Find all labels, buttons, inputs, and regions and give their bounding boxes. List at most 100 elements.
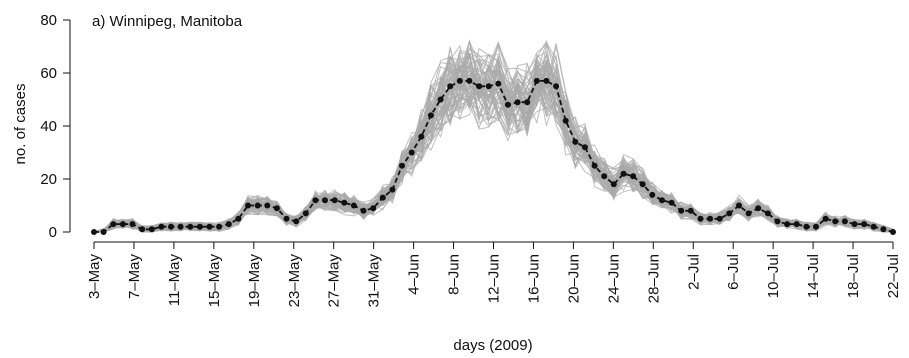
x-tick-label: 20–Jun <box>565 254 582 303</box>
observed-point <box>841 218 848 225</box>
observed-point <box>697 215 704 222</box>
observed-point <box>225 221 232 228</box>
observed-point <box>341 199 348 206</box>
observed-point <box>822 215 829 222</box>
x-tick-label: 22–Jul <box>885 254 902 298</box>
observed-point <box>716 215 723 222</box>
simulation-line <box>93 39 894 233</box>
observed-point <box>206 223 213 230</box>
observed-point <box>187 223 194 230</box>
simulation-line <box>94 78 894 233</box>
observed-point <box>591 162 598 169</box>
observed-point <box>745 210 752 217</box>
observed-point <box>399 162 405 169</box>
chart-title: a) Winnipeg, Manitoba <box>92 13 243 30</box>
observed-point <box>91 229 97 235</box>
observed-point <box>562 117 569 124</box>
observed-point <box>736 202 742 209</box>
x-tick-label: 27–May <box>326 254 343 308</box>
observed-point <box>543 77 550 84</box>
observed-point <box>764 210 771 217</box>
observed-point <box>620 170 627 177</box>
observed-point <box>861 221 868 228</box>
x-tick-label: 28–Jun <box>645 254 662 303</box>
observed-point <box>601 173 608 180</box>
observed-point <box>880 226 887 233</box>
x-tick-label: 3–May <box>86 254 103 300</box>
observed-point <box>245 202 251 209</box>
observed-point <box>196 223 203 230</box>
x-tick-label: 31–May <box>366 254 383 308</box>
observed-point <box>370 205 377 212</box>
observed-point <box>312 197 319 204</box>
observed-point <box>524 99 531 106</box>
y-tick-label: 80 <box>40 12 57 29</box>
observed-point <box>890 229 896 235</box>
observed-point <box>707 215 714 222</box>
observed-point <box>476 83 483 90</box>
observed-point <box>100 229 107 235</box>
observed-point <box>389 186 396 193</box>
simulation-line <box>94 91 894 233</box>
observed-point <box>418 133 425 140</box>
observed-point <box>360 207 367 214</box>
simulation-line <box>94 39 894 233</box>
observed-point <box>322 197 328 204</box>
x-tick-label: 19–May <box>246 254 263 308</box>
observed-point <box>168 223 174 230</box>
observed-point <box>148 226 155 233</box>
observed-point <box>851 221 858 228</box>
observed-point <box>813 223 819 230</box>
simulation-line <box>94 61 894 233</box>
observed-point <box>129 221 136 228</box>
observed-point <box>293 218 300 225</box>
observed-point <box>726 210 733 217</box>
observed-point <box>158 223 165 230</box>
axes: 0 20 40 60 80 3–May 7–May 11–May 15–May 19–May 23–… <box>40 12 902 307</box>
observed-point <box>755 205 762 212</box>
observed-point <box>630 173 637 180</box>
observed-point <box>668 199 675 206</box>
observed-point <box>350 202 357 209</box>
x-tick-label: 18–Jul <box>845 254 862 298</box>
observed-point <box>139 226 146 233</box>
observed-point <box>678 207 685 214</box>
observed-point <box>216 223 223 230</box>
y-tick-label: 20 <box>40 171 57 188</box>
observed-point <box>437 96 444 103</box>
observed-point <box>803 223 810 230</box>
observed-point <box>331 197 338 204</box>
observed-point <box>485 83 492 90</box>
x-tick-label: 11–May <box>166 254 183 307</box>
observed-point <box>254 202 261 209</box>
observed-point <box>235 215 242 222</box>
y-axis-title: no. of cases <box>12 84 29 165</box>
simulation-line <box>94 69 894 233</box>
x-axis-title: days (2009) <box>453 337 532 354</box>
observed-point <box>110 221 117 228</box>
observed-point <box>466 77 473 84</box>
simulation-band <box>93 39 894 233</box>
x-tick-label: 2–Jul <box>685 254 702 290</box>
observed-point <box>273 205 280 212</box>
x-tick-label: 15–May <box>206 254 223 308</box>
x-tick-label: 10–Jul <box>765 254 782 298</box>
observed-series <box>91 77 896 235</box>
observed-point <box>447 83 454 90</box>
x-tick-label: 6–Jul <box>725 254 742 290</box>
x-tick-label: 8–Jun <box>446 254 463 295</box>
observed-point <box>659 197 665 204</box>
observed-point <box>639 181 646 188</box>
x-tick-label: 16–Jun <box>525 254 542 303</box>
observed-point <box>610 181 617 188</box>
observed-point <box>408 149 415 156</box>
observed-point <box>456 77 463 84</box>
observed-point <box>302 210 309 217</box>
y-tick-label: 60 <box>40 65 57 82</box>
observed-point <box>793 221 800 228</box>
y-tick-label: 40 <box>40 118 57 135</box>
x-tick-label: 24–Jun <box>605 254 622 303</box>
observed-point <box>870 223 877 230</box>
observed-point <box>119 221 126 228</box>
